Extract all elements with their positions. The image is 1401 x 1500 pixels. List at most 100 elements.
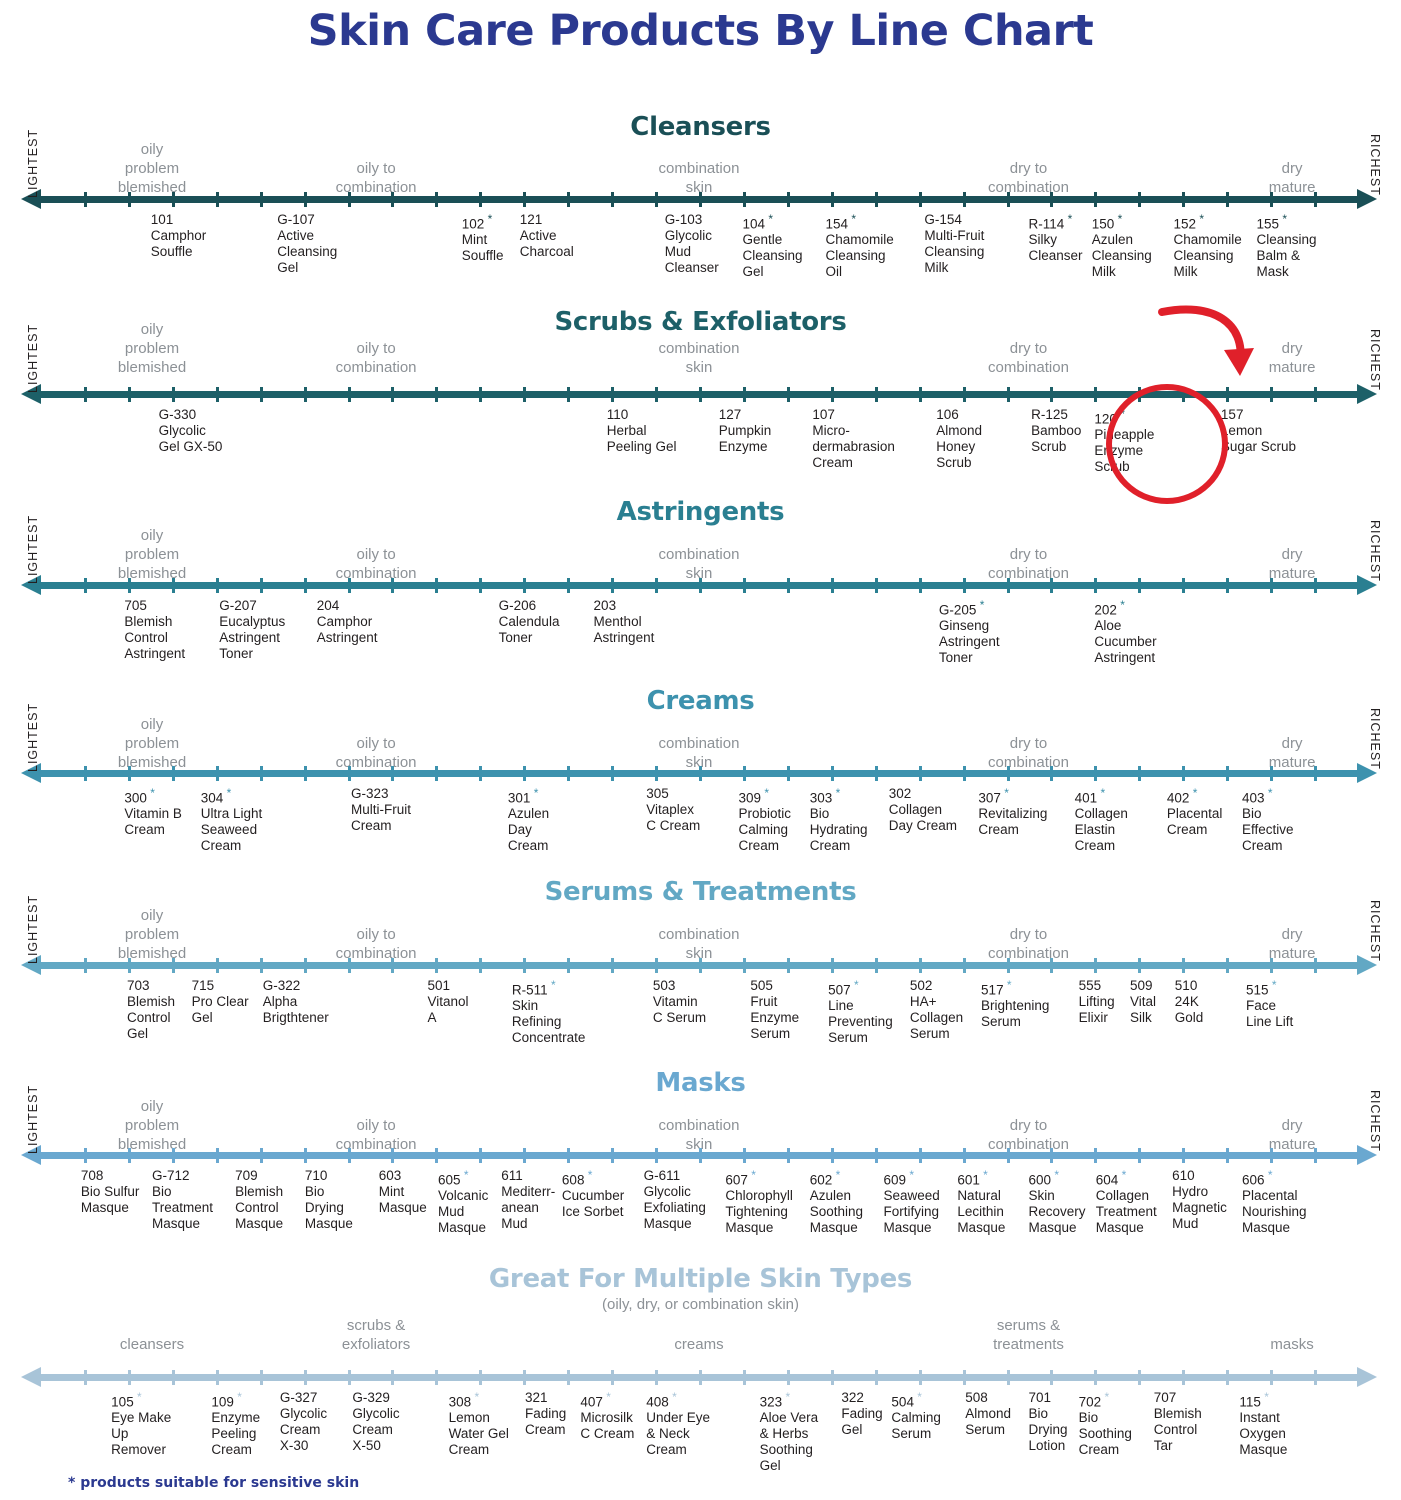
product-label[interactable]: 555 Lifting Elixir [1079, 978, 1115, 1026]
product-label[interactable]: 715 Pro Clear Gel [192, 978, 249, 1026]
product-label[interactable]: 701 Bio Drying Lotion [1029, 1390, 1068, 1454]
product-label[interactable]: 609 * Seaweed Fortifying Masque [884, 1168, 940, 1236]
product-label[interactable]: 300 * Vitamin B Cream [124, 786, 182, 838]
product-label[interactable]: 517 * Brightening Serum [981, 978, 1049, 1030]
product-label[interactable]: 601 * Natural Lecithin Masque [957, 1168, 1005, 1236]
product-label[interactable]: 510 24K Gold [1175, 978, 1204, 1026]
product-label[interactable]: 115 * Instant Oxygen Masque [1239, 1390, 1287, 1458]
product-label[interactable]: 308 * Lemon Water Gel Cream [449, 1390, 509, 1458]
product-label[interactable]: G-712 Bio Treatment Masque [152, 1168, 213, 1232]
product-label[interactable]: 105 * Eye Make Up Remover [111, 1390, 171, 1458]
axis-tick [830, 192, 834, 207]
product-label[interactable]: 154 * Chamomile Cleansing Oil [826, 212, 894, 280]
axis-tick [874, 958, 878, 973]
axis-arrow-left-icon [21, 384, 41, 404]
product-label[interactable]: G-107 Active Cleansing Gel [277, 212, 337, 276]
product-label[interactable]: 705 Blemish Control Astringent [124, 598, 185, 662]
product-label[interactable]: 203 Menthol Astringent [594, 598, 655, 646]
product-label[interactable]: 606 * Placental Nourishing Masque [1242, 1168, 1307, 1236]
product-label[interactable]: 157 Lemon Sugar Scrub [1221, 407, 1296, 455]
product-label[interactable]: 101 Camphor Souffle [151, 212, 207, 260]
product-label[interactable]: 508 Almond Serum [965, 1390, 1011, 1438]
product-label[interactable]: 505 Fruit Enzyme Serum [750, 978, 799, 1042]
axis-tick [1182, 578, 1186, 593]
product-label[interactable]: 305 Vitaplex C Cream [646, 786, 700, 834]
axis-tick [1314, 958, 1318, 973]
product-label[interactable]: 155 * Cleansing Balm & Mask [1257, 212, 1317, 280]
product-label[interactable]: 202 * Aloe Cucumber Astringent [1094, 598, 1156, 666]
axis-tick [479, 1148, 483, 1163]
product-label[interactable]: 321 Fading Cream [525, 1390, 566, 1438]
product-label[interactable]: 708 Bio Sulfur Masque [81, 1168, 140, 1216]
product-label[interactable]: 104 * Gentle Cleansing Gel [742, 212, 802, 280]
product-label[interactable]: 509 Vital Silk [1130, 978, 1156, 1026]
product-label[interactable]: G-322 Alpha Brigthtener [263, 978, 329, 1026]
product-label[interactable]: 503 Vitamin C Serum [653, 978, 706, 1026]
sensitive-skin-star-icon: * [765, 212, 774, 226]
product-label[interactable]: 602 * Azulen Soothing Masque [810, 1168, 863, 1236]
product-label[interactable]: R-114 * Silky Cleanser [1029, 212, 1083, 264]
product-label[interactable]: 302 Collagen Day Cream [889, 786, 957, 834]
product-label[interactable]: 204 Camphor Astringent [317, 598, 378, 646]
product-label[interactable]: 304 * Ultra Light Seaweed Cream [201, 786, 263, 854]
product-label[interactable]: 102 * Mint Souffle [462, 212, 504, 264]
product-label[interactable]: G-206 Calendula Toner [499, 598, 560, 646]
product-label[interactable]: G-327 Glycolic Cream X-30 [280, 1390, 327, 1454]
product-label[interactable]: G-329 Glycolic Cream X-50 [352, 1390, 399, 1454]
product-label[interactable]: 303 * Bio Hydrating Cream [810, 786, 868, 854]
product-label[interactable]: G-323 Multi-Fruit Cream [351, 786, 411, 834]
product-label[interactable]: 604 * Collagen Treatment Masque [1096, 1168, 1157, 1236]
product-label[interactable]: 152 * Chamomile Cleansing Milk [1173, 212, 1241, 280]
product-label[interactable]: 127 Pumpkin Enzyme [719, 407, 772, 455]
product-label[interactable]: G-207 Eucalyptus Astringent Toner [219, 598, 285, 662]
product-label[interactable]: 515 * Face Line Lift [1246, 978, 1293, 1030]
product-label[interactable]: 504 * Calming Serum [891, 1390, 941, 1442]
product-label[interactable]: 608 * Cucumber Ice Sorbet [562, 1168, 624, 1220]
product-label[interactable]: 501 Vitanol A [427, 978, 468, 1026]
product-name: Eye Make Up Remover [111, 1410, 172, 1458]
product-label[interactable]: G-154 Multi-Fruit Cleansing Milk [924, 212, 984, 276]
product-label[interactable]: 607 * Chlorophyll Tightening Masque [725, 1168, 793, 1236]
product-label[interactable]: G-103 Glycolic Mud Cleanser [665, 212, 719, 276]
axis-tick [962, 958, 966, 973]
product-label[interactable]: G-205 * Ginseng Astringent Toner [939, 598, 1000, 666]
product-label[interactable]: 150 * Azulen Cleansing Milk [1092, 212, 1152, 280]
product-label[interactable]: 307 * Revitalizing Cream [978, 786, 1047, 838]
product-label[interactable]: 106 Almond Honey Scrub [936, 407, 982, 471]
product-label[interactable]: 401 * Collagen Elastin Cream [1075, 786, 1128, 854]
product-label[interactable]: R-125 Bamboo Scrub [1031, 407, 1081, 455]
product-label[interactable]: 407 * Microsilk C Cream [580, 1390, 634, 1442]
product-label[interactable]: 502 HA+ Collagen Serum [910, 978, 963, 1042]
product-label[interactable]: G-611 Glycolic Exfoliating Masque [644, 1168, 706, 1232]
product-label[interactable]: 610 Hydro Magnetic Mud [1172, 1168, 1227, 1232]
product-label[interactable]: 403 * Bio Effective Cream [1242, 786, 1294, 854]
product-label[interactable]: 703 Blemish Control Gel [127, 978, 175, 1042]
axis-arrow-left-icon [21, 189, 41, 209]
product-label[interactable]: 702 * Bio Soothing Cream [1079, 1390, 1132, 1458]
zone-label: oily to combination [335, 735, 417, 772]
product-label[interactable]: 110 Herbal Peeling Gel [607, 407, 677, 455]
product-label[interactable]: 707 Blemish Control Tar [1154, 1390, 1202, 1454]
zone-label: dry mature [1268, 1117, 1316, 1154]
product-label[interactable]: 322 Fading Gel [841, 1390, 882, 1438]
product-label[interactable]: 323 * Aloe Vera & Herbs Soothing Gel [760, 1390, 819, 1474]
product-label[interactable]: 603 Mint Masque [379, 1168, 427, 1216]
product-label[interactable]: 611 Mediterr- anean Mud [501, 1168, 555, 1232]
product-label[interactable]: 408 * Under Eye & Neck Cream [646, 1390, 710, 1458]
product-label[interactable]: 402 * Placental Cream [1167, 786, 1223, 838]
product-label[interactable]: G-330 Glycolic Gel GX-50 [159, 407, 223, 455]
product-label[interactable]: 109 * Enzyme Peeling Cream [211, 1390, 260, 1458]
product-label[interactable]: 709 Blemish Control Masque [235, 1168, 283, 1232]
product-label[interactable]: 301 * Azulen Day Cream [508, 786, 549, 854]
product-label[interactable]: 600 * Skin Recovery Masque [1029, 1168, 1086, 1236]
product-label[interactable]: R-511 * Skin Refining Concentrate [512, 978, 586, 1046]
product-label[interactable]: 309 * Probiotic Calming Cream [739, 786, 792, 854]
product-label[interactable]: 507 * Line Preventing Serum [828, 978, 893, 1046]
footnote: * products suitable for sensitive skin [68, 1475, 360, 1491]
product-label[interactable]: 710 Bio Drying Masque [305, 1168, 353, 1232]
axis-tick [1182, 766, 1186, 781]
product-label[interactable]: 107 Micro- dermabrasion Cream [812, 407, 895, 471]
product-label[interactable]: 121 Active Charcoal [520, 212, 574, 260]
product-label[interactable]: 605 * Volcanic Mud Masque [438, 1168, 488, 1236]
product-code: 308 * [448, 1390, 480, 1410]
